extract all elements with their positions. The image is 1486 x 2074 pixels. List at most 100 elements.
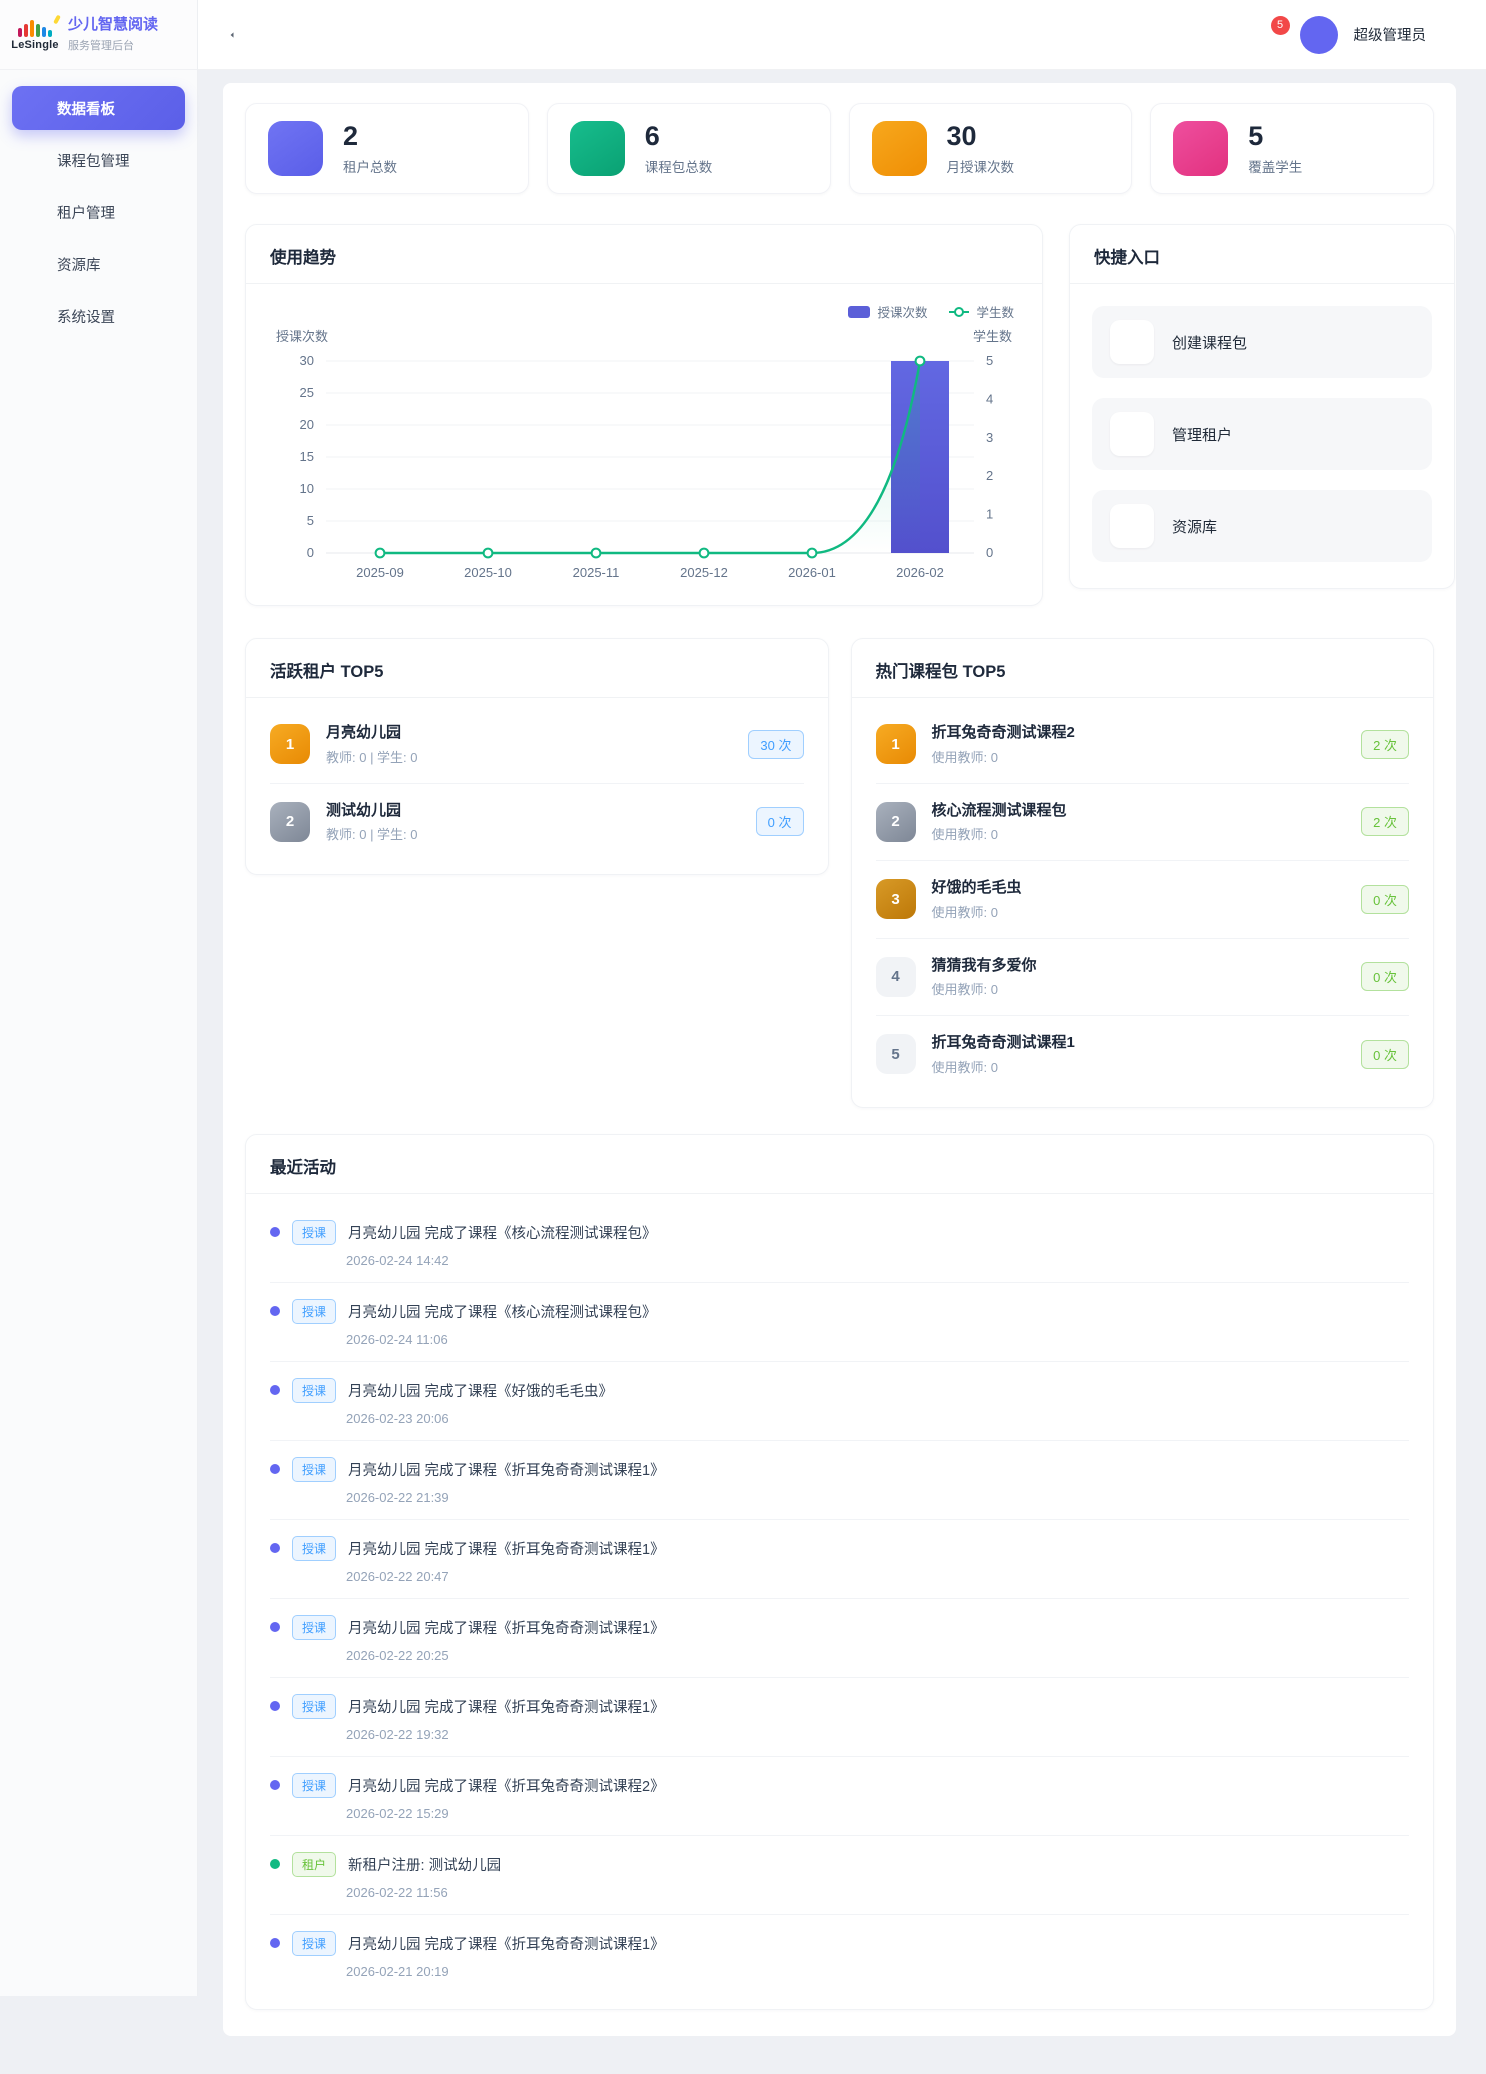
activity-text: 月亮幼儿园 完成了课程《折耳兔奇奇测试课程1》 (348, 1462, 665, 1479)
activity-type-badge: 授课 (292, 1930, 337, 1956)
rank-badge: 5 (875, 1034, 916, 1075)
stat-label: 覆盖学生 (1248, 159, 1303, 175)
rank-badge: 1 (270, 724, 310, 765)
rank-meta: 使用教师: 0 (931, 982, 998, 997)
count-badge: 2 次 (1361, 729, 1409, 759)
quick-entry-0[interactable]: 创建课程包 (1092, 306, 1432, 378)
user-menu-button[interactable] (1442, 28, 1456, 42)
activity-time: 2026-02-22 19:32 (346, 1726, 449, 1742)
sidebar-item-label: 课程包管理 (57, 153, 130, 170)
sidebar-item-2[interactable]: 租户管理 (12, 190, 185, 234)
legend-item-bar[interactable]: 授课次数 (848, 302, 927, 321)
avatar[interactable] (1299, 15, 1338, 54)
quick-entry-panel: 快捷入口 创建课程包 管理租户 资源库 (1069, 224, 1455, 589)
activity-dot-icon (270, 1385, 280, 1395)
quick-entry-list: 创建课程包管理租户资源库 (1070, 284, 1454, 588)
activity-row-9: 授课 月亮幼儿园 完成了课程《折耳兔奇奇测试课程1》 2026-02-21 20:1… (270, 1915, 1409, 1993)
legend-item-line[interactable]: 学生数 (949, 302, 1014, 321)
sidebar-item-0[interactable]: 数据看板 (12, 86, 185, 130)
rank-badge: 2 (270, 801, 310, 842)
activity-dot-icon (270, 1938, 280, 1948)
svg-text:0: 0 (986, 545, 993, 560)
dashboard-icon (26, 99, 45, 118)
play-circle-icon (871, 121, 927, 176)
quick-entry-label: 管理租户 (1172, 426, 1233, 444)
activity-time: 2026-02-22 15:29 (346, 1805, 449, 1821)
brand-logo-text: LeSingle (11, 38, 59, 51)
count-badge: 2 次 (1361, 807, 1409, 837)
activity-type-badge: 授课 (292, 1298, 337, 1324)
rank-badge: 2 (875, 801, 916, 842)
rank-name: 测试幼儿园 (326, 801, 402, 819)
sidebar: LeSingle 少儿智慧阅读 服务管理后台 数据看板课程包管理租户管理资源库系… (0, 0, 198, 1996)
collapse-icon (228, 24, 250, 46)
quick-entry-label: 创建课程包 (1172, 334, 1248, 352)
users-icon (1173, 121, 1229, 176)
brand: LeSingle 少儿智慧阅读 服务管理后台 (0, 0, 197, 70)
user-name: 超级管理员 (1353, 28, 1427, 44)
activity-text: 新租户注册: 测试幼儿园 (348, 1857, 502, 1874)
activity-dot-icon (270, 1543, 280, 1553)
stats-row: 2 租户总数 6 课程包总数 30 月授课次数 5 覆盖学生 (245, 103, 1434, 194)
plus-icon (1110, 320, 1154, 364)
svg-text:2025-09: 2025-09 (356, 565, 404, 580)
rank-meta: 使用教师: 0 (931, 904, 998, 920)
activity-row-6: 授课 月亮幼儿园 完成了课程《折耳兔奇奇测试课程1》 2026-02-22 19:3… (270, 1678, 1409, 1757)
svg-text:2026-02: 2026-02 (896, 565, 944, 580)
rank-row-3: 3 好饿的毛毛虫 使用教师: 0 0 次 (875, 861, 1409, 939)
building-icon (1110, 412, 1154, 456)
activity-time: 2026-02-24 14:42 (346, 1252, 449, 1268)
svg-text:5: 5 (307, 513, 314, 528)
svg-text:2: 2 (986, 468, 993, 483)
rank-meta: 教师: 0 | 学生: 0 (326, 827, 418, 842)
hot-packages-panel: 热门课程包 TOP5 1 折耳兔奇奇测试课程2 使用教师: 0 2 次 2 核心流程测试课… (850, 638, 1434, 1108)
svg-text:4: 4 (986, 391, 993, 406)
logo-bars-icon (18, 14, 61, 37)
recent-activity-panel: 最近活动 授课 月亮幼儿园 完成了课程《核心流程测试课程包》 2026-02-24 … (245, 1133, 1434, 2010)
activity-text: 月亮幼儿园 完成了课程《折耳兔奇奇测试课程1》 (348, 1936, 665, 1953)
stat-label: 月授课次数 (946, 159, 1015, 175)
rank-name: 核心流程测试课程包 (931, 801, 1067, 819)
activity-row-3: 授课 月亮幼儿园 完成了课程《折耳兔奇奇测试课程1》 2026-02-22 21:3… (270, 1441, 1409, 1520)
activity-time: 2026-02-22 21:39 (346, 1489, 449, 1505)
quick-entry-1[interactable]: 管理租户 (1092, 398, 1432, 470)
stat-card-2: 30 月授课次数 (848, 103, 1133, 194)
svg-text:15: 15 (300, 449, 314, 464)
recent-activity-list: 授课 月亮幼儿园 完成了课程《核心流程测试课程包》 2026-02-24 14:42… (246, 1194, 1433, 2009)
activity-type-badge: 授课 (292, 1219, 337, 1245)
count-badge: 0 次 (1361, 1039, 1409, 1069)
rank-row-2: 2 测试幼儿园 教师: 0 | 学生: 0 0 次 (270, 784, 804, 861)
activity-type-badge: 授课 (292, 1614, 337, 1640)
activity-row-1: 授课 月亮幼儿园 完成了课程《核心流程测试课程包》 2026-02-24 11:06 (270, 1283, 1409, 1362)
activity-text: 月亮幼儿园 完成了课程《折耳兔奇奇测试课程1》 (348, 1620, 665, 1637)
sidebar-item-1[interactable]: 课程包管理 (12, 138, 185, 182)
activity-time: 2026-02-21 20:19 (346, 1963, 449, 1979)
topbar: 5 超级管理员 (198, 0, 1486, 70)
logo-spark-icon (53, 14, 61, 24)
sidebar-item-4[interactable]: 系统设置 (12, 294, 185, 338)
activity-row-2: 授课 月亮幼儿园 完成了课程《好饿的毛毛虫》 2026-02-23 20:06 (270, 1362, 1409, 1441)
activity-row-5: 授课 月亮幼儿园 完成了课程《折耳兔奇奇测试课程1》 2026-02-22 20:2… (270, 1599, 1409, 1678)
notification-badge: 5 (1270, 15, 1290, 35)
stat-value: 5 (1248, 121, 1264, 152)
usage-trend-chart: 0 5 10 15 20 25 30 0 1 2 3 4 5 授课次数 学生数 2025-09 2025-10 2… (276, 329, 1012, 580)
quick-entry-label: 资源库 (1172, 518, 1218, 536)
rank-name: 好饿的毛毛虫 (931, 879, 1022, 896)
folder-icon (26, 255, 45, 274)
book-icon (26, 151, 45, 170)
notifications-button[interactable]: 5 (1254, 15, 1290, 50)
activity-row-0: 授课 月亮幼儿园 完成了课程《核心流程测试课程包》 2026-02-24 14:42 (270, 1204, 1409, 1283)
quick-entry-2[interactable]: 资源库 (1092, 490, 1432, 562)
sidebar-item-label: 系统设置 (57, 309, 115, 326)
count-badge: 0 次 (1361, 884, 1409, 914)
sidebar-collapse-button[interactable] (224, 20, 254, 50)
activity-row-7: 授课 月亮幼儿园 完成了课程《折耳兔奇奇测试课程2》 2026-02-22 15:2… (270, 1757, 1409, 1836)
sidebar-item-3[interactable]: 资源库 (12, 242, 185, 286)
building-icon (26, 203, 45, 222)
svg-text:10: 10 (300, 481, 314, 496)
count-badge: 0 次 (1361, 962, 1409, 992)
svg-text:0: 0 (307, 545, 314, 560)
rank-meta: 使用教师: 0 (931, 1059, 998, 1075)
recent-activity-title: 最近活动 (270, 1158, 336, 1177)
